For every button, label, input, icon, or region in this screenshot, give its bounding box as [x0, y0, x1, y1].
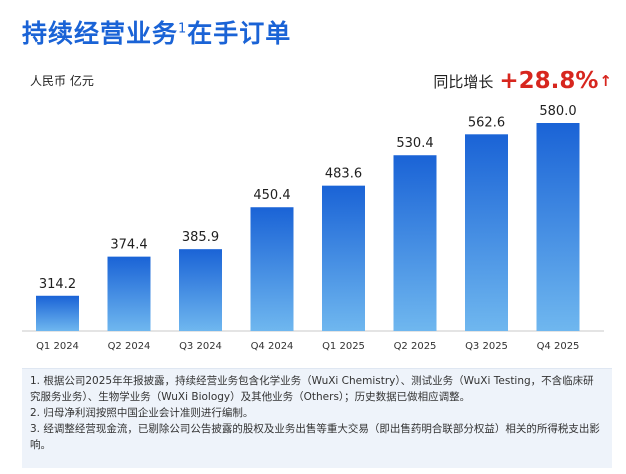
data-label: 562.6	[468, 115, 505, 130]
growth-indicator: 同比增长 +28.8% ↑	[433, 68, 612, 94]
data-label: 580.0	[539, 104, 576, 119]
data-label: 450.4	[253, 188, 290, 203]
footnote-2: 2. 归母净利润按照中国企业会计准则进行编制。	[30, 407, 254, 419]
footnotes: 1. 根据公司2025年年报披露，持续经营业务包含化学业务（WuXi Chemi…	[22, 368, 612, 468]
data-label: 374.4	[110, 238, 147, 253]
x-tick-label: Q1 2025	[322, 341, 365, 352]
x-tick-label: Q1 2024	[36, 341, 79, 352]
data-label: 385.9	[182, 230, 219, 245]
unit-label: 人民币 亿元	[30, 74, 94, 88]
footnote-3: 3. 经调整经营现金流，已剔除公司公告披露的股权及业务出售等重大交易（即出售药明…	[30, 423, 600, 451]
x-tick-label: Q4 2025	[537, 341, 580, 352]
title-main: 持续经营业务	[22, 19, 179, 48]
bar-q4-2024	[250, 207, 294, 331]
title-footnote-marker: 1	[178, 21, 188, 37]
bar-chart: 314.2 Q1 2024 374.4 Q2 2024 385.9 Q3 2024 450.…	[22, 104, 604, 352]
arrow-up-icon: ↑	[599, 72, 612, 90]
bar-q2-2025	[393, 155, 437, 331]
bar-q3-2024	[179, 249, 222, 331]
x-tick-label: Q3 2025	[465, 341, 508, 352]
growth-value: +28.8%	[499, 68, 599, 94]
growth-label: 同比增长	[433, 72, 494, 91]
bar-q3-2025	[465, 134, 508, 331]
footnote-1: 1. 根据公司2025年年报披露，持续经营业务包含化学业务（WuXi Chemi…	[30, 375, 594, 403]
bar-q1-2025	[322, 185, 365, 331]
x-tick-label: Q2 2025	[394, 341, 437, 352]
title-suffix: 在手订单	[187, 19, 292, 48]
bar-q1-2024	[36, 295, 79, 331]
data-label: 314.2	[39, 277, 76, 292]
data-label: 483.6	[325, 167, 362, 182]
x-tick-label: Q3 2024	[179, 341, 222, 352]
bar-q4-2025	[536, 123, 580, 331]
x-tick-label: Q4 2024	[251, 341, 294, 352]
x-tick-label: Q2 2024	[108, 341, 151, 352]
bar-q2-2024	[107, 256, 151, 331]
page-title: 持续经营业务1在手订单	[22, 14, 291, 50]
data-label: 530.4	[396, 136, 433, 151]
